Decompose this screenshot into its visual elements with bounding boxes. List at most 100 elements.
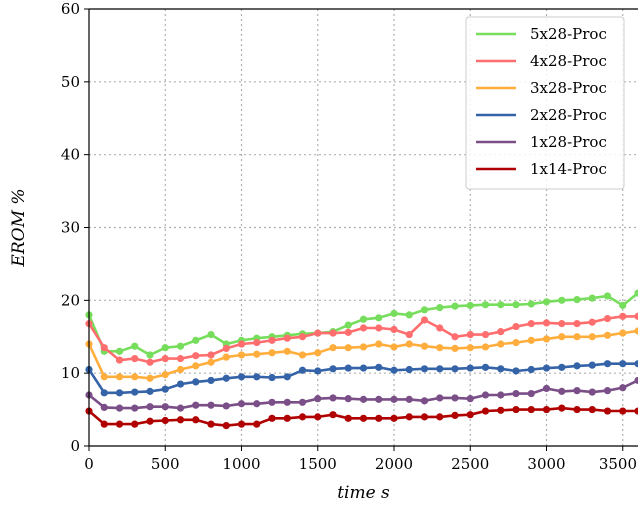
data-point-1x14-Proc-7	[192, 416, 200, 424]
data-point-4x28-Proc-35	[619, 312, 627, 320]
data-point-3x28-Proc-26	[481, 343, 490, 351]
data-point-1x28-Proc-23	[436, 394, 444, 402]
legend-label-4x28-Proc: 4x28-Proc	[530, 52, 607, 70]
data-point-2x28-Proc-26	[481, 363, 490, 371]
data-point-2x28-Proc-5	[161, 385, 169, 393]
data-point-5x28-Proc-3	[131, 342, 139, 350]
x-axis-label: time s	[337, 483, 390, 503]
data-point-5x28-Proc-8	[207, 330, 215, 339]
data-point-4x28-Proc-5	[161, 355, 169, 363]
data-point-3x28-Proc-3	[131, 373, 139, 381]
data-point-1x28-Proc-17	[344, 395, 352, 403]
data-point-3x28-Proc-12	[268, 349, 276, 357]
data-point-2x28-Proc-29	[527, 365, 535, 374]
data-point-1x14-Proc-30	[542, 405, 551, 414]
data-point-4x28-Proc-12	[268, 336, 276, 344]
data-point-5x28-Proc-30	[542, 298, 551, 306]
data-point-1x28-Proc-21	[405, 395, 413, 403]
data-point-4x28-Proc-36	[634, 312, 638, 320]
series-2x28-Proc	[85, 360, 638, 397]
data-point-4x28-Proc-9	[222, 344, 230, 353]
data-point-4x28-Proc-26	[481, 330, 490, 339]
data-point-1x14-Proc-27	[497, 406, 505, 414]
data-point-1x28-Proc-29	[527, 389, 535, 398]
data-point-2x28-Proc-24	[451, 365, 459, 373]
data-point-5x28-Proc-25	[466, 301, 474, 310]
data-point-3x28-Proc-13	[283, 347, 291, 355]
data-point-1x28-Proc-32	[573, 387, 581, 395]
x-tick-label-4: 2000	[375, 455, 413, 473]
data-point-4x28-Proc-10	[237, 340, 246, 348]
data-point-5x28-Proc-34	[603, 292, 612, 300]
data-point-1x28-Proc-8	[207, 401, 215, 409]
data-point-3x28-Proc-17	[344, 344, 352, 352]
data-point-5x28-Proc-29	[527, 300, 535, 308]
data-point-5x28-Proc-17	[344, 321, 352, 329]
data-point-4x28-Proc-21	[405, 330, 413, 339]
data-point-1x28-Proc-5	[161, 403, 169, 411]
data-point-1x28-Proc-35	[619, 384, 627, 392]
legend-label-1x14-Proc: 1x14-Proc	[530, 160, 607, 178]
data-point-1x14-Proc-21	[405, 413, 413, 421]
data-point-1x28-Proc-9	[222, 402, 230, 410]
series-1x28-Proc	[85, 376, 638, 412]
data-point-1x28-Proc-31	[558, 387, 566, 395]
data-point-1x14-Proc-4	[146, 417, 154, 425]
data-point-3x28-Proc-7	[192, 362, 200, 370]
data-point-3x28-Proc-6	[176, 365, 185, 374]
tick-labels: 0 500 1000 1500 2000 2500 3000 3500 0 10 20 30 40 50 6…	[61, 0, 637, 473]
x-tick-label-2: 1000	[222, 455, 260, 473]
data-point-4x28-Proc-6	[176, 355, 185, 363]
data-point-4x28-Proc-34	[603, 314, 612, 323]
data-point-4x28-Proc-2	[115, 356, 124, 364]
data-point-3x28-Proc-15	[314, 349, 322, 357]
data-point-2x28-Proc-32	[573, 362, 581, 370]
data-point-3x28-Proc-11	[253, 350, 261, 358]
data-point-3x28-Proc-25	[466, 344, 474, 352]
data-point-1x14-Proc-15	[314, 413, 322, 421]
data-point-1x28-Proc-4	[146, 403, 154, 411]
data-point-2x28-Proc-12	[268, 373, 276, 382]
data-point-2x28-Proc-35	[619, 360, 627, 368]
data-point-2x28-Proc-7	[192, 378, 200, 386]
data-point-2x28-Proc-4	[146, 387, 154, 395]
data-point-2x28-Proc-15	[314, 367, 322, 375]
data-point-3x28-Proc-18	[359, 343, 368, 351]
y-tick-label-4: 40	[61, 146, 80, 164]
data-point-1x28-Proc-13	[283, 398, 291, 406]
data-point-1x28-Proc-22	[420, 397, 429, 405]
data-point-4x28-Proc-24	[451, 333, 459, 341]
data-point-2x28-Proc-21	[405, 365, 413, 374]
data-point-4x28-Proc-1	[100, 344, 108, 352]
data-point-3x28-Proc-21	[405, 340, 413, 348]
data-point-4x28-Proc-32	[573, 320, 581, 328]
data-point-3x28-Proc-20	[390, 343, 398, 351]
data-point-1x28-Proc-6	[176, 404, 185, 412]
x-tick-label-5: 2500	[451, 455, 489, 473]
data-point-1x14-Proc-9	[222, 422, 230, 430]
data-point-1x14-Proc-32	[573, 405, 581, 414]
data-point-1x28-Proc-30	[542, 384, 551, 393]
legend-label-3x28-Proc: 3x28-Proc	[530, 79, 607, 97]
data-point-5x28-Proc-21	[405, 311, 413, 319]
data-point-2x28-Proc-23	[436, 365, 444, 373]
data-point-4x28-Proc-27	[497, 328, 505, 336]
series-line-4x28-Proc	[87, 315, 638, 364]
data-point-1x28-Proc-16	[329, 394, 337, 402]
data-point-4x28-Proc-23	[436, 324, 444, 332]
data-point-3x28-Proc-31	[558, 333, 566, 341]
data-point-1x28-Proc-10	[237, 400, 246, 408]
data-point-1x28-Proc-34	[603, 387, 612, 395]
data-point-3x28-Proc-35	[619, 329, 627, 337]
data-point-2x28-Proc-14	[298, 366, 307, 374]
data-point-1x14-Proc-18	[359, 414, 368, 422]
data-point-1x28-Proc-28	[512, 389, 520, 398]
legend-label-1x28-Proc: 1x28-Proc	[530, 133, 607, 151]
data-point-1x28-Proc-2	[115, 404, 124, 412]
data-point-4x28-Proc-31	[558, 320, 566, 328]
data-point-5x28-Proc-19	[375, 314, 383, 322]
data-point-5x28-Proc-23	[436, 304, 444, 312]
data-point-2x28-Proc-16	[329, 365, 337, 373]
y-tick-label-3: 30	[61, 219, 80, 237]
